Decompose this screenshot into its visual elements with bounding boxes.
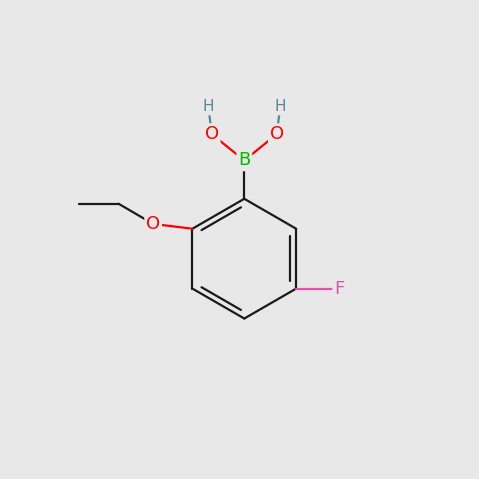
Text: O: O bbox=[146, 215, 160, 233]
Text: B: B bbox=[238, 151, 251, 170]
Text: O: O bbox=[205, 125, 219, 143]
Text: F: F bbox=[334, 280, 344, 297]
Text: H: H bbox=[274, 99, 286, 114]
Text: H: H bbox=[203, 99, 214, 114]
Text: O: O bbox=[270, 125, 284, 143]
